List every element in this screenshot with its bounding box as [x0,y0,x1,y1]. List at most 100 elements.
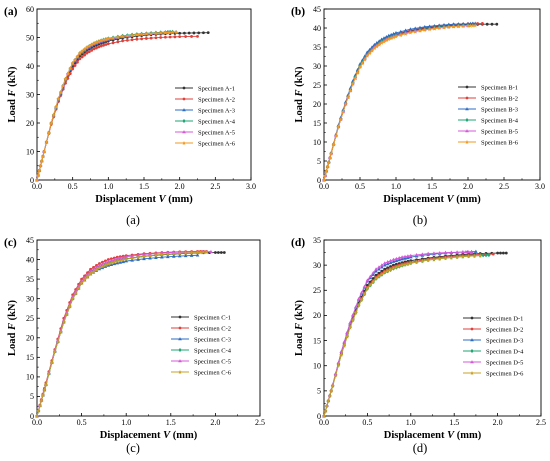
data-point [178,31,182,35]
data-point [97,265,102,270]
data-point [350,318,355,323]
data-point [442,25,446,30]
data-point [365,278,370,282]
data-point [44,140,49,144]
data-point [427,24,432,28]
data-point [406,254,410,258]
data-point [359,290,364,294]
data-point [388,267,393,272]
data-point [77,51,82,56]
data-point [177,254,182,258]
data-point [472,253,477,258]
y-tick-label: 45 [313,5,321,14]
y-tick-label: 0 [30,176,34,185]
series-line [36,254,198,417]
data-point [42,387,47,392]
data-point [403,31,408,36]
data-point [115,35,120,40]
data-point [382,263,387,267]
data-point [206,31,210,35]
series-line [323,255,481,417]
data-point [171,251,176,256]
data-point [121,257,126,262]
data-point [84,45,89,50]
legend-entry: Specimen A-5 [198,129,235,136]
data-point [342,343,347,348]
data-point [385,268,390,273]
y-tick-label: 35 [313,43,321,52]
series-line [36,250,207,417]
data-point [46,130,51,135]
data-point [92,41,97,46]
data-point [362,57,367,62]
y-tick-label: 20 [26,334,34,343]
data-point [178,35,182,39]
y-tick-label: 25 [26,314,34,323]
data-point [374,269,378,273]
data-point [353,310,358,315]
data-point [391,259,396,263]
data-point [73,64,77,67]
panel-b: 0.0 0.5 1.0 1.5 2.0 2.5 3.0 0 5 10 15 20 25 30 35 40 45 D… [291,5,545,227]
data-point [160,255,164,259]
panel-label: (a) [4,6,18,18]
data-point [144,37,148,40]
x-tick-label: 0.0 [319,182,329,191]
data-point [476,22,479,25]
data-point [330,383,335,388]
data-point [177,251,182,256]
data-point [140,37,144,41]
data-point [336,363,341,368]
x-tick-label: 2.5 [499,182,509,191]
data-point [397,258,402,262]
legend-entry: Specimen A-2 [198,96,235,103]
data-point [209,249,213,254]
y-axis-label: Load F (kN) [7,66,18,123]
panel-d: 0.0 0.5 1.0 1.5 2.0 2.5 0 5 10 15 20 25 30 35 Displace… [291,236,546,455]
data-point [195,253,200,257]
y-tick-label: 30 [313,261,321,270]
data-point [377,265,381,269]
data-point [354,304,358,309]
data-point [379,37,384,41]
series-specimen-a-1 [35,31,210,182]
data-point [382,36,386,40]
data-point [159,36,163,39]
y-tick-label: 20 [313,100,321,109]
legend-entry: Specimen C-5 [194,358,231,365]
data-point [99,44,103,48]
y-axis-label: Load F (kN) [294,66,305,123]
data-point [341,107,345,112]
data-point [414,260,419,265]
data-point [171,254,176,258]
legend-marker [178,315,182,319]
data-point [192,31,196,35]
legend-marker [178,337,182,341]
data-point [183,31,186,35]
data-point [83,53,86,57]
legend-entry: Specimen D-6 [486,370,524,377]
data-point [380,269,384,273]
data-point [473,21,477,25]
data-point [153,253,158,258]
data-point [408,27,413,31]
data-point [391,266,396,271]
data-point [109,258,114,262]
data-point [39,398,44,403]
data-point [346,95,350,100]
data-point [463,250,468,254]
data-point [99,38,104,43]
data-point [64,312,69,317]
data-point [109,260,114,265]
y-tick-label: 45 [26,236,34,245]
data-point [120,34,125,39]
data-point [423,24,427,29]
series-line [36,251,211,417]
legend-entry: Specimen D-3 [486,337,523,344]
data-point [408,30,413,35]
x-tick-label: 1.0 [103,182,113,191]
data-point [455,250,459,254]
x-tick-label: 1.0 [121,418,131,427]
data-point [190,35,193,38]
data-point [394,265,399,270]
